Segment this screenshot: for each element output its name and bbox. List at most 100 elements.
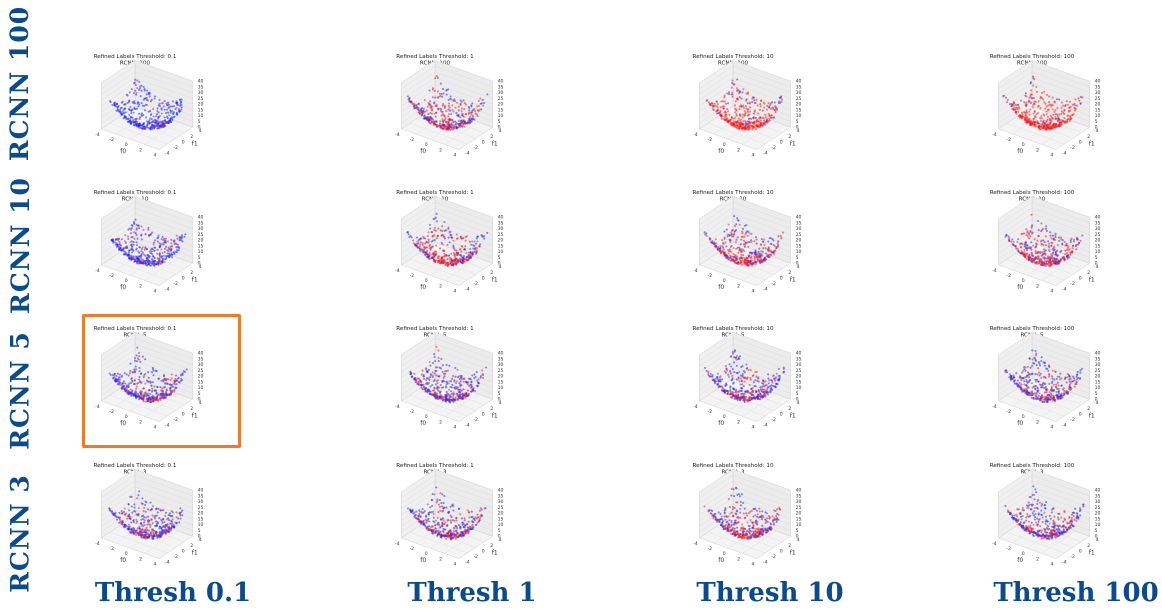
data-point xyxy=(153,256,156,259)
data-point xyxy=(751,252,754,255)
data-point xyxy=(457,109,460,112)
y-tick-label: -4 xyxy=(465,423,470,429)
z-tick-label: 30 xyxy=(198,90,204,96)
data-point xyxy=(419,384,422,387)
data-point xyxy=(416,108,419,111)
data-point xyxy=(740,380,743,383)
data-point xyxy=(733,356,736,359)
data-point xyxy=(738,108,741,111)
data-point xyxy=(149,248,152,251)
data-point xyxy=(436,76,439,79)
data-point xyxy=(444,117,447,120)
data-point xyxy=(1025,257,1028,260)
data-point xyxy=(763,388,766,391)
panel-title: Refined Labels Threshold: 0.1 xyxy=(94,326,177,332)
data-point xyxy=(1047,364,1051,367)
data-point xyxy=(775,372,778,375)
data-point xyxy=(1047,104,1050,107)
data-point xyxy=(156,263,159,266)
data-point xyxy=(1044,235,1047,238)
data-point xyxy=(771,238,774,241)
data-point xyxy=(748,121,751,124)
z-tick-label: 40 xyxy=(198,351,204,357)
data-point xyxy=(481,98,484,101)
data-point xyxy=(425,390,428,393)
data-point xyxy=(138,381,142,384)
data-point xyxy=(473,240,476,243)
data-point xyxy=(757,393,760,397)
data-point xyxy=(721,242,725,245)
data-point xyxy=(1025,244,1029,247)
panel-title: Refined Labels Threshold: 100 xyxy=(990,326,1075,332)
data-point xyxy=(1048,264,1052,267)
data-point xyxy=(1035,262,1038,265)
z-tick-label: 0 xyxy=(796,125,799,131)
data-point xyxy=(720,117,723,120)
row-label-rcnn-10: RCNN 10 xyxy=(5,176,35,314)
data-point xyxy=(130,258,133,261)
data-point xyxy=(168,119,172,122)
data-point xyxy=(117,238,120,241)
data-point xyxy=(745,107,748,110)
data-point xyxy=(1062,256,1065,259)
data-point xyxy=(767,373,770,376)
data-point xyxy=(731,377,734,380)
data-point xyxy=(1035,378,1039,381)
data-point xyxy=(1043,101,1046,104)
data-point xyxy=(737,117,740,120)
data-point xyxy=(177,108,181,111)
data-point xyxy=(464,380,467,384)
data-point xyxy=(432,380,435,383)
data-point xyxy=(136,124,140,127)
data-point xyxy=(164,381,167,384)
data-point xyxy=(447,115,450,118)
data-point xyxy=(438,375,441,378)
data-point xyxy=(141,355,144,358)
data-point xyxy=(1047,255,1050,258)
y-tick-label: -4 xyxy=(165,287,170,293)
data-point xyxy=(738,380,741,383)
data-point xyxy=(130,88,133,91)
data-point xyxy=(766,393,769,396)
data-point xyxy=(445,386,448,389)
data-point xyxy=(767,382,770,385)
data-point xyxy=(138,370,141,373)
data-point xyxy=(716,102,719,106)
data-point xyxy=(743,401,746,404)
data-point xyxy=(435,111,438,114)
data-point xyxy=(707,373,710,376)
data-point xyxy=(462,377,465,380)
data-point xyxy=(145,398,148,401)
data-point xyxy=(746,390,749,393)
y-tick-label: 2 xyxy=(788,270,791,276)
z-tick-label: 5 xyxy=(796,119,799,125)
data-point xyxy=(472,244,475,247)
data-point xyxy=(432,258,436,261)
data-point xyxy=(164,377,167,380)
data-point xyxy=(747,126,750,129)
data-point xyxy=(133,237,136,240)
data-point xyxy=(738,122,742,125)
data-point xyxy=(147,120,150,123)
data-point xyxy=(466,394,469,397)
data-point xyxy=(135,241,138,244)
data-point xyxy=(1012,108,1015,111)
data-point xyxy=(760,99,763,102)
data-point xyxy=(1044,249,1047,252)
z-tick-label: 40 xyxy=(1095,79,1101,85)
data-point xyxy=(1037,104,1040,107)
x-tick-label: 0 xyxy=(125,414,128,420)
data-point xyxy=(134,120,138,123)
data-point xyxy=(134,83,137,87)
data-point xyxy=(145,103,149,107)
data-point xyxy=(1027,232,1031,235)
data-point xyxy=(433,101,436,104)
data-point xyxy=(151,263,154,266)
data-point xyxy=(1064,249,1067,252)
data-point xyxy=(160,112,163,115)
data-point xyxy=(772,244,775,247)
data-point xyxy=(124,234,127,237)
data-point xyxy=(447,122,450,125)
data-point xyxy=(145,93,148,96)
data-point xyxy=(759,103,762,106)
